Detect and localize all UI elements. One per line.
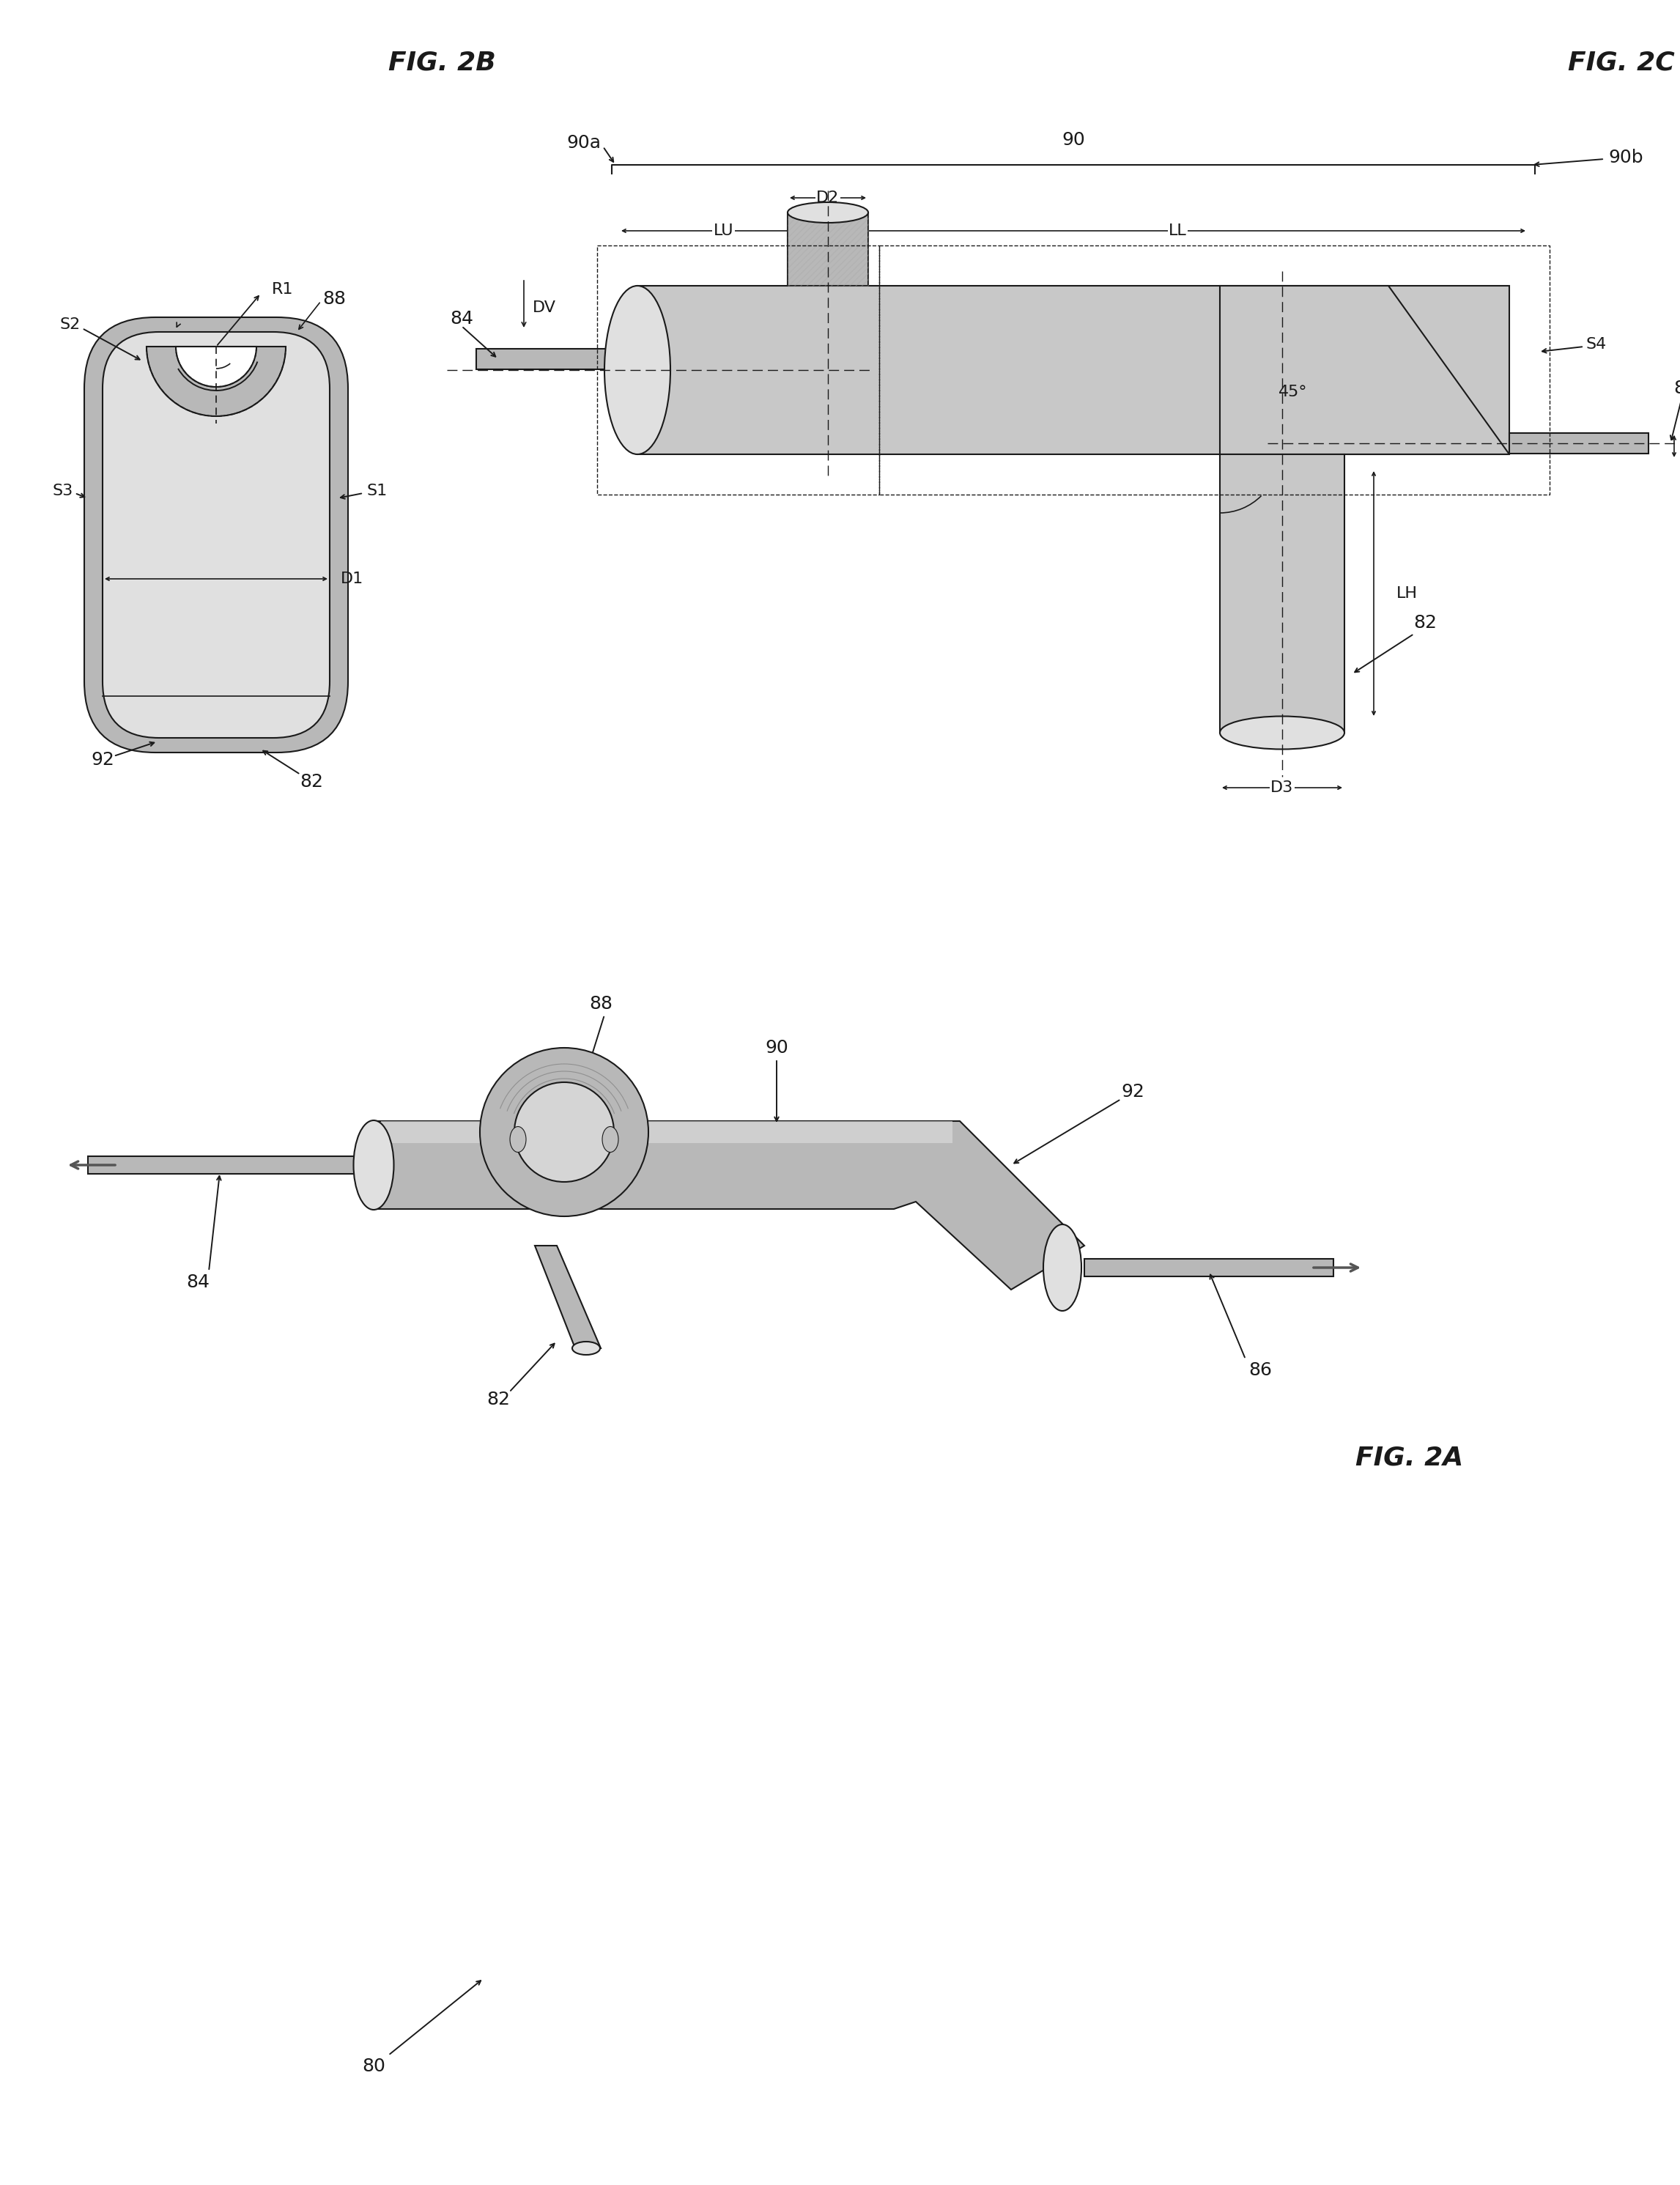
Text: 92: 92 xyxy=(91,752,114,769)
Text: S3: S3 xyxy=(52,483,74,498)
Text: 80: 80 xyxy=(361,2058,385,2076)
Ellipse shape xyxy=(353,1121,393,1210)
Text: FIG. 2B: FIG. 2B xyxy=(388,50,496,74)
Text: 92: 92 xyxy=(1121,1084,1144,1101)
Text: FIG. 2C: FIG. 2C xyxy=(1567,50,1675,74)
Polygon shape xyxy=(381,1121,953,1143)
Text: S4: S4 xyxy=(1586,336,1606,352)
Ellipse shape xyxy=(511,1127,526,1151)
Wedge shape xyxy=(146,347,286,415)
Text: 82: 82 xyxy=(1413,614,1436,631)
Polygon shape xyxy=(534,1245,601,1348)
Text: 86: 86 xyxy=(1673,380,1680,398)
Bar xyxy=(596,245,879,494)
FancyBboxPatch shape xyxy=(84,317,348,752)
Ellipse shape xyxy=(1220,717,1344,749)
Bar xyxy=(879,245,1549,494)
Bar xyxy=(637,286,1509,454)
Bar xyxy=(1509,433,1648,454)
Bar xyxy=(788,212,869,286)
Text: D3: D3 xyxy=(1270,780,1294,795)
Polygon shape xyxy=(1220,286,1509,454)
Text: DV: DV xyxy=(533,299,556,315)
Text: 90: 90 xyxy=(1062,131,1085,149)
Text: 88: 88 xyxy=(590,994,613,1012)
FancyBboxPatch shape xyxy=(102,332,329,739)
Ellipse shape xyxy=(1043,1224,1082,1311)
Text: 86: 86 xyxy=(1248,1361,1272,1379)
Text: D2: D2 xyxy=(816,190,840,205)
Bar xyxy=(475,350,637,369)
Text: 84: 84 xyxy=(450,310,474,328)
Ellipse shape xyxy=(601,1127,618,1151)
Polygon shape xyxy=(373,1121,1084,1289)
Text: LU: LU xyxy=(714,223,734,238)
Text: 84: 84 xyxy=(186,1274,210,1291)
Circle shape xyxy=(514,1082,613,1182)
Circle shape xyxy=(480,1049,648,1217)
Ellipse shape xyxy=(788,203,869,223)
Bar xyxy=(788,212,869,286)
Text: 82: 82 xyxy=(487,1390,511,1409)
Text: D1: D1 xyxy=(341,572,363,586)
Text: LH: LH xyxy=(1396,586,1418,601)
Text: 90b: 90b xyxy=(1608,149,1643,166)
Text: αR1: αR1 xyxy=(230,361,259,376)
Text: LL: LL xyxy=(1169,223,1186,238)
Text: R1: R1 xyxy=(272,282,294,297)
Bar xyxy=(87,1156,373,1173)
Bar xyxy=(1084,1259,1334,1276)
Text: S2: S2 xyxy=(60,317,81,332)
Ellipse shape xyxy=(605,286,670,454)
Ellipse shape xyxy=(573,1342,600,1355)
Text: 88: 88 xyxy=(323,291,346,308)
Text: S1: S1 xyxy=(366,483,386,498)
Text: FIG. 2A: FIG. 2A xyxy=(1356,1446,1463,1471)
Bar xyxy=(1220,454,1344,732)
Text: 90a: 90a xyxy=(566,133,601,151)
Text: 82: 82 xyxy=(299,773,323,791)
Text: 45°: 45° xyxy=(1278,385,1307,400)
Wedge shape xyxy=(176,347,257,387)
Text: 90: 90 xyxy=(764,1040,788,1058)
